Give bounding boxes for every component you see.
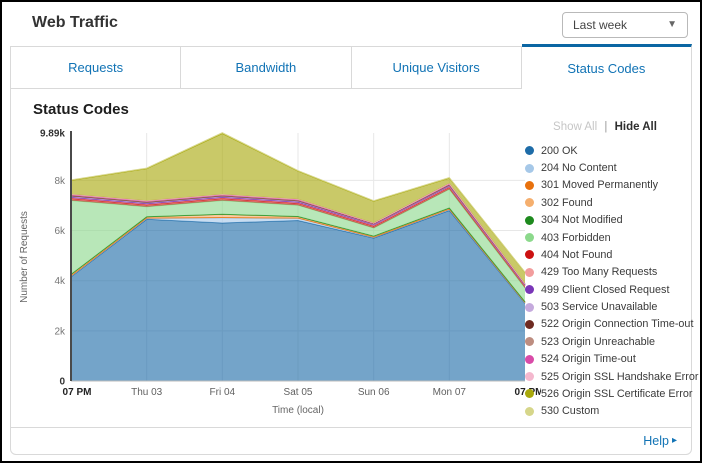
content-panel: Status Codes 0 2k 4k 6k 8k 9.89k 07 PM Thu 03 Fr… [10,89,698,427]
area-200[interactable] [71,210,525,382]
legend-dot-525 [525,372,534,382]
page-title: Web Traffic [32,14,118,31]
legend-dot-301 [525,180,534,190]
y-tick-2k: 2k [54,326,66,337]
legend-items: 200 OK 204 No Content 301 Moved Permanentl… [525,142,698,420]
x-tick-4: Sun 06 [358,387,390,398]
status-codes-chart: 0 2k 4k 6k 8k 9.89k 07 PM Thu 03 Fri 04 Sat 05 Sun… [13,119,543,431]
legend-dot-522 [525,319,534,329]
tab-unique-visitors[interactable]: Unique Visitors [351,46,522,89]
x-axis-title: Time (local) [272,405,324,416]
legend-label-302: 302 Found [541,196,593,209]
hide-all-button[interactable]: Hide All [614,121,657,133]
help-arrow-icon: ▸ [671,435,677,446]
legend-dot-204 [525,163,534,173]
legend-item-429[interactable]: 429 Too Many Requests [525,264,685,281]
x-tick-5: Mon 07 [433,387,467,398]
area-526[interactable] [71,133,525,284]
tab-status-codes[interactable]: Status Codes [521,44,692,89]
help-link[interactable]: Help ▸ [643,434,677,448]
legend-dot-404 [525,250,534,260]
x-tick-3: Sat 05 [284,387,313,398]
tab-status-codes-label: Status Codes [567,60,646,76]
tab-requests-label: Requests [68,60,124,75]
legend-item-526[interactable]: 526 Origin SSL Certificate Error [525,385,692,402]
chart-legend: Show All | Hide All 200 OK 204 No Content… [525,121,698,420]
legend-label-522: 522 Origin Connection Time-out [541,318,694,331]
legend-item-204[interactable]: 204 No Content [525,159,685,176]
legend-item-530[interactable]: 530 Custom [525,403,685,420]
legend-dot-302 [525,198,534,208]
legend-item-304[interactable]: 304 Not Modified [525,212,685,229]
legend-item-403[interactable]: 403 Forbidden [525,229,685,246]
tab-bandwidth-label: Bandwidth [235,60,297,75]
card-footer: Help ▸ [10,427,692,455]
tab-bandwidth[interactable]: Bandwidth [181,46,352,89]
legend-label-526: 526 Origin SSL Certificate Error [541,387,693,400]
legend-item-503[interactable]: 503 Service Unavailable [525,298,685,315]
legend-item-523[interactable]: 523 Origin Unreachable [525,333,685,350]
tab-requests[interactable]: Requests [10,46,182,89]
x-tick-2: Fri 04 [210,387,236,398]
legend-dot-403 [525,233,534,243]
time-range-select[interactable]: Last week ▼ [562,12,688,38]
legend-dot-526 [525,389,534,399]
legend-label-525: 525 Origin SSL Handshake Error [541,370,699,383]
y-tick-0: 0 [59,377,65,388]
tab-bar: Requests Bandwidth Unique Visitors Statu… [10,44,692,89]
time-range-value: Last week [573,18,628,32]
legend-divider: | [604,121,608,133]
area-403[interactable] [71,189,525,302]
legend-item-404[interactable]: 404 Not Found [525,246,685,263]
legend-dot-524 [525,354,534,364]
legend-label-499: 499 Client Closed Request [541,283,670,296]
legend-dot-523 [525,337,534,347]
legend-dot-200 [525,146,534,156]
legend-label-404: 404 Not Found [541,248,613,261]
legend-dot-530 [525,406,534,416]
legend-label-200: 200 OK [541,144,578,157]
legend-label-503: 503 Service Unavailable [541,301,658,314]
y-tick-9.89k: 9.89k [40,129,65,140]
legend-item-302[interactable]: 302 Found [525,194,685,211]
legend-label-530: 530 Custom [541,405,600,418]
legend-item-499[interactable]: 499 Client Closed Request [525,281,685,298]
legend-label-204: 204 No Content [541,162,617,175]
card-header: Web Traffic Last week ▼ [10,2,692,46]
legend-label-524: 524 Origin Time-out [541,353,636,366]
legend-item-200[interactable]: 200 OK [525,142,685,159]
y-tick-4k: 4k [54,276,66,287]
show-all-button[interactable]: Show All [553,121,598,133]
x-tick-1: Thu 03 [131,387,163,398]
y-axis-title: Number of Requests [19,211,30,303]
legend-controls: Show All | Hide All [525,121,685,133]
legend-label-304: 304 Not Modified [541,214,623,227]
area-edge-530 [70,132,526,273]
y-tick-8k: 8k [54,176,66,187]
legend-item-522[interactable]: 522 Origin Connection Time-out [525,316,693,333]
legend-item-301[interactable]: 301 Moved Permanently [525,177,685,194]
legend-label-523: 523 Origin Unreachable [541,335,656,348]
legend-item-525[interactable]: 525 Origin SSL Handshake Error [525,368,698,385]
legend-label-403: 403 Forbidden [541,231,611,244]
legend-label-301: 301 Moved Permanently [541,179,659,192]
legend-dot-503 [525,302,534,312]
legend-dot-304 [525,215,534,225]
tab-unique-visitors-label: Unique Visitors [392,60,480,75]
x-tick-0: 07 PM [63,387,92,398]
legend-dot-429 [525,267,534,277]
legend-label-429: 429 Too Many Requests [541,266,658,279]
help-label: Help [643,434,669,448]
chart-heading: Status Codes [33,101,129,118]
chevron-down-icon: ▼ [667,19,677,30]
y-tick-6k: 6k [54,226,66,237]
legend-dot-499 [525,285,534,295]
legend-item-524[interactable]: 524 Origin Time-out [525,351,685,368]
